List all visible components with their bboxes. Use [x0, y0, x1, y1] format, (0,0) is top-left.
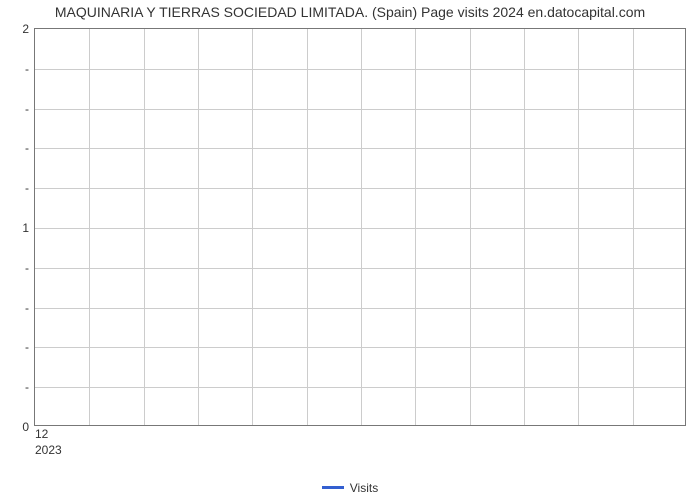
y-tick-minor: [25, 380, 35, 394]
gridline-h: [35, 268, 685, 269]
gridline-v: [633, 29, 634, 425]
y-tick-minor: [25, 301, 35, 315]
gridline-h: [35, 347, 685, 348]
gridline-h: [35, 387, 685, 388]
y-tick-minor: [25, 141, 35, 155]
legend-swatch: [322, 486, 344, 489]
y-tick-label: 1: [22, 221, 35, 235]
gridline-v: [89, 29, 90, 425]
legend: Visits: [0, 478, 700, 495]
y-tick-minor: [25, 261, 35, 275]
y-tick-label: 2: [22, 22, 35, 36]
gridline-h: [35, 148, 685, 149]
gridline-v: [307, 29, 308, 425]
gridline-v: [252, 29, 253, 425]
legend-item-visits: Visits: [322, 481, 378, 495]
y-tick-minor: [25, 62, 35, 76]
gridline-h: [35, 109, 685, 110]
legend-label: Visits: [350, 481, 378, 495]
gridline-v: [198, 29, 199, 425]
gridline-v: [524, 29, 525, 425]
gridline-h: [35, 69, 685, 70]
gridline-h: [35, 188, 685, 189]
gridline-v: [578, 29, 579, 425]
gridline-h: [35, 308, 685, 309]
y-tick-minor: [25, 102, 35, 116]
chart-title: MAQUINARIA Y TIERRAS SOCIEDAD LIMITADA. …: [0, 4, 700, 20]
x-tick-year-label: 2023: [35, 443, 62, 457]
gridline-v: [470, 29, 471, 425]
plot-area: 012122023: [34, 28, 686, 426]
x-tick-label: 12: [35, 425, 48, 441]
gridline-v: [415, 29, 416, 425]
y-tick-minor: [25, 181, 35, 195]
gridline-h: [35, 228, 685, 229]
gridline-v: [361, 29, 362, 425]
y-tick-minor: [25, 340, 35, 354]
y-tick-label: 0: [22, 420, 35, 434]
gridline-v: [144, 29, 145, 425]
visits-chart: MAQUINARIA Y TIERRAS SOCIEDAD LIMITADA. …: [0, 0, 700, 500]
